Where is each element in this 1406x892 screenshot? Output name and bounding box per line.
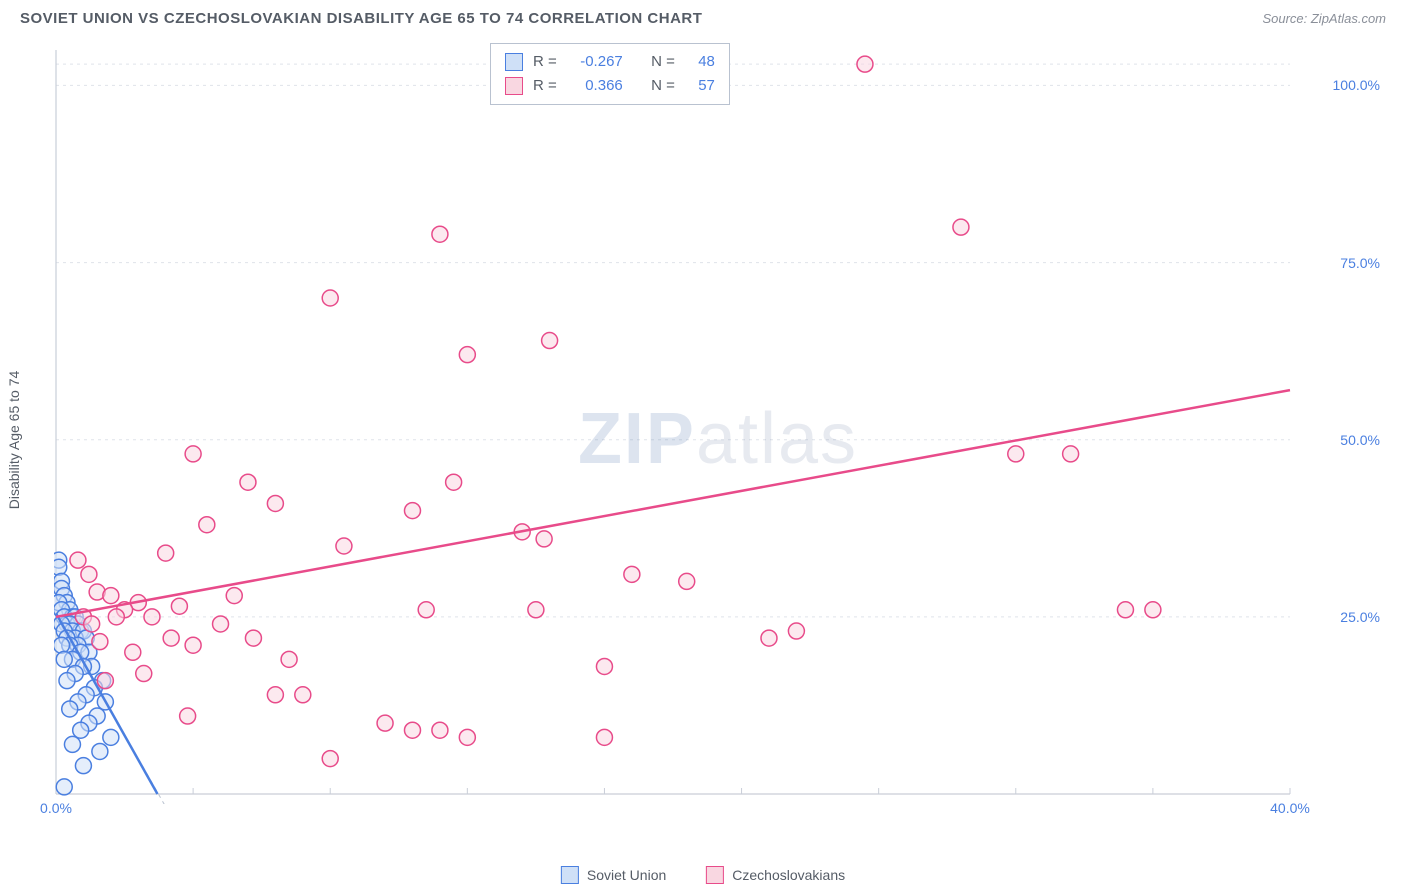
data-point xyxy=(144,609,160,625)
data-point xyxy=(596,729,612,745)
stat-r-value: 0.366 xyxy=(567,74,623,98)
data-point xyxy=(281,651,297,667)
data-point xyxy=(185,637,201,653)
stats-row: R = 0.366 N = 57 xyxy=(505,74,715,98)
data-point xyxy=(418,602,434,618)
legend: Soviet Union Czechoslovakians xyxy=(561,866,845,884)
data-point xyxy=(125,644,141,660)
data-point xyxy=(404,503,420,519)
data-point xyxy=(624,566,640,582)
data-point xyxy=(103,588,119,604)
data-point xyxy=(103,729,119,745)
data-point xyxy=(761,630,777,646)
data-point xyxy=(1117,602,1133,618)
data-point xyxy=(75,758,91,774)
data-point xyxy=(54,637,69,653)
data-point xyxy=(97,673,113,689)
y-tick-label: 100.0% xyxy=(1333,77,1380,93)
data-point xyxy=(953,219,969,235)
data-point xyxy=(857,56,873,72)
data-point xyxy=(679,573,695,589)
data-point xyxy=(92,634,108,650)
legend-swatch xyxy=(561,866,579,884)
data-point xyxy=(322,751,338,767)
data-point xyxy=(295,687,311,703)
stat-r-value: -0.267 xyxy=(567,50,623,74)
data-point xyxy=(64,736,80,752)
data-point xyxy=(267,687,283,703)
data-point xyxy=(788,623,804,639)
data-point xyxy=(199,517,215,533)
data-point xyxy=(1008,446,1024,462)
scatter-svg xyxy=(54,44,1350,804)
data-point xyxy=(84,616,100,632)
data-point xyxy=(180,708,196,724)
data-point xyxy=(136,666,152,682)
stat-n-label: N = xyxy=(651,50,675,74)
data-point xyxy=(70,552,86,568)
data-point xyxy=(108,609,124,625)
data-point xyxy=(226,588,242,604)
data-point xyxy=(92,743,108,759)
data-point xyxy=(596,658,612,674)
data-point xyxy=(245,630,261,646)
stat-n-value: 48 xyxy=(685,50,715,74)
source-attribution: Source: ZipAtlas.com xyxy=(1262,11,1386,26)
data-point xyxy=(322,290,338,306)
stat-r-label: R = xyxy=(533,74,557,98)
stat-n-label: N = xyxy=(651,74,675,98)
stats-row: R = -0.267 N = 48 xyxy=(505,50,715,74)
legend-swatch xyxy=(706,866,724,884)
legend-item: Soviet Union xyxy=(561,866,666,884)
y-tick-label: 25.0% xyxy=(1340,609,1380,625)
data-point xyxy=(432,226,448,242)
data-point xyxy=(240,474,256,490)
data-point xyxy=(446,474,462,490)
stat-r-label: R = xyxy=(533,50,557,74)
data-point xyxy=(1145,602,1161,618)
data-point xyxy=(459,729,475,745)
data-point xyxy=(377,715,393,731)
data-point xyxy=(59,673,75,689)
x-tick-label: 40.0% xyxy=(1270,800,1310,816)
trend-line xyxy=(56,390,1290,617)
data-point xyxy=(62,701,78,717)
data-point xyxy=(528,602,544,618)
data-point xyxy=(213,616,229,632)
data-point xyxy=(158,545,174,561)
stat-n-value: 57 xyxy=(685,74,715,98)
data-point xyxy=(81,566,97,582)
data-point xyxy=(56,779,72,795)
data-point xyxy=(404,722,420,738)
y-axis-label: Disability Age 65 to 74 xyxy=(6,371,22,510)
data-point xyxy=(336,538,352,554)
legend-swatch xyxy=(505,77,523,95)
data-point xyxy=(163,630,179,646)
legend-label: Soviet Union xyxy=(587,867,666,883)
data-point xyxy=(185,446,201,462)
data-point xyxy=(1063,446,1079,462)
data-point xyxy=(542,333,558,349)
data-point xyxy=(459,347,475,363)
data-point xyxy=(73,722,89,738)
y-tick-label: 75.0% xyxy=(1340,255,1380,271)
correlation-stats-box: R = -0.267 N = 48 R = 0.366 N = 57 xyxy=(490,43,730,105)
data-point xyxy=(171,598,187,614)
legend-label: Czechoslovakians xyxy=(732,867,845,883)
legend-swatch xyxy=(505,53,523,71)
x-tick-label: 0.0% xyxy=(40,800,72,816)
legend-item: Czechoslovakians xyxy=(706,866,845,884)
y-tick-label: 50.0% xyxy=(1340,432,1380,448)
data-point xyxy=(432,722,448,738)
data-point xyxy=(267,495,283,511)
chart-plot-area: ZIPatlas R = -0.267 N = 48 R = 0.366 N =… xyxy=(54,44,1382,834)
chart-title: SOVIET UNION VS CZECHOSLOVAKIAN DISABILI… xyxy=(20,10,702,27)
data-point xyxy=(536,531,552,547)
data-point xyxy=(56,651,72,667)
